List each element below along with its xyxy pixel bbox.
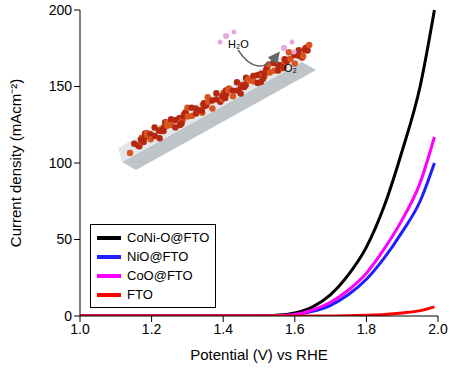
svg-text:1.0: 1.0 [70, 321, 90, 337]
svg-text:2.0: 2.0 [428, 321, 448, 337]
svg-text:1.2: 1.2 [142, 321, 162, 337]
svg-text:H₂O: H₂O [228, 38, 249, 50]
html-text:FTO: FTO [127, 287, 153, 302]
svg-text:200: 200 [49, 2, 73, 18]
svg-text:Current density (mAcm⁻²): Current density (mAcm⁻²) [7, 79, 24, 247]
svg-text:50: 50 [56, 231, 72, 247]
svg-text:0: 0 [64, 308, 72, 324]
svg-text:1.4: 1.4 [213, 321, 233, 337]
html-text:NiO@FTO: NiO@FTO [127, 249, 189, 264]
svg-text:O₂: O₂ [284, 62, 297, 74]
svg-text:1.6: 1.6 [285, 321, 305, 337]
html-text:CoNi-O@FTO: CoNi-O@FTO [127, 230, 210, 245]
svg-text:Potential (V) vs RHE: Potential (V) vs RHE [190, 346, 328, 363]
svg-text:1.8: 1.8 [357, 321, 377, 337]
svg-text:150: 150 [49, 78, 73, 94]
html-text:CoO@FTO: CoO@FTO [127, 268, 193, 283]
svg-text:100: 100 [49, 155, 73, 171]
